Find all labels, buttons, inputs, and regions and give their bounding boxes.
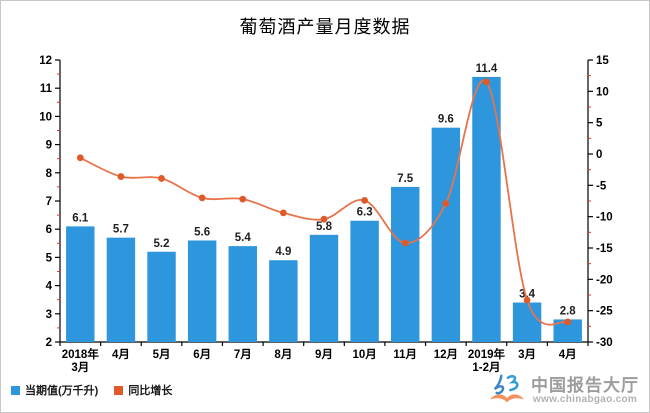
bar — [228, 246, 257, 342]
line-series-marker — [76, 154, 84, 162]
line-series-marker — [442, 200, 450, 207]
right-axis-tick-label: -25 — [596, 306, 613, 318]
brand-logo-text: 中国报告大厅 www.chinabgao.com — [531, 375, 639, 405]
right-axis-tick-label: -10 — [596, 212, 613, 224]
x-axis-category-label: 2018年 — [62, 347, 100, 361]
x-axis-category-label: 10月 — [352, 348, 376, 361]
right-axis-tick-label: -30 — [596, 337, 613, 349]
x-axis-category-label: 11月 — [393, 348, 417, 361]
x-axis-category-label: 8月 — [274, 348, 292, 361]
left-axis-tick-label: 8 — [46, 168, 53, 180]
bar-value-label: 2.8 — [560, 305, 577, 317]
bar — [147, 251, 176, 342]
x-axis-category-label: 3月 — [71, 361, 89, 374]
legend: 当期值(万千升) 同比增长 — [11, 382, 172, 398]
bar — [553, 319, 582, 342]
brand-logo-icon — [490, 374, 524, 403]
bar — [106, 237, 136, 342]
left-axis-tick-label: 2 — [46, 337, 52, 349]
bar-value-label: 5.7 — [113, 224, 129, 236]
left-axis-tick-label: 4 — [46, 281, 53, 293]
bar-value-label: 11.4 — [476, 63, 498, 75]
x-axis-category-label: 6月 — [193, 348, 211, 361]
bar — [350, 220, 379, 342]
brand-logo: 中国报告大厅 www.chinabgao.com — [488, 374, 639, 408]
line-series-marker — [401, 239, 409, 247]
bar — [391, 186, 420, 342]
line-series-marker — [279, 209, 287, 217]
right-axis-tick-label: 5 — [596, 118, 603, 130]
bar — [472, 76, 501, 343]
bar-value-label: 3.4 — [519, 289, 536, 301]
line-series-marker — [117, 173, 125, 180]
line-series-marker — [198, 194, 206, 202]
x-axis-category-label: 4月 — [559, 348, 577, 361]
left-axis-tick-label: 3 — [46, 309, 52, 321]
x-axis-category-label: 7月 — [234, 348, 252, 361]
line-series-marker — [320, 215, 328, 223]
left-axis-tick-label: 9 — [46, 140, 52, 152]
line-series-marker — [239, 195, 247, 203]
x-axis-category-label: 2019年 — [468, 347, 506, 361]
legend-label-line-series: 同比增长 — [128, 385, 173, 397]
x-axis-category-label: 1-2月 — [472, 361, 500, 374]
right-axis-tick-label: 15 — [596, 55, 609, 67]
bar-value-label: 5.6 — [194, 226, 210, 238]
x-axis-category-label: 5月 — [153, 348, 171, 361]
left-axis-tick-label: 11 — [40, 83, 53, 95]
line-series-swatch-icon — [114, 385, 124, 395]
bar-value-label: 9.6 — [438, 114, 454, 126]
brand-url: www.chinabgao.com — [532, 393, 638, 405]
line-series-marker — [158, 175, 165, 182]
bar-series-swatch-icon — [11, 385, 20, 395]
bar-value-label: 6.1 — [72, 212, 89, 224]
bar — [187, 240, 217, 342]
left-axis-tick-label: 6 — [46, 224, 52, 236]
right-axis-tick-label: -20 — [596, 274, 613, 286]
right-axis-tick-label: -5 — [596, 180, 607, 192]
line-series-marker — [483, 78, 490, 86]
right-axis-tick-label: 10 — [596, 86, 609, 98]
x-axis-category-label: 4月 — [112, 348, 130, 361]
bar-value-label: 6.3 — [357, 207, 373, 219]
line-series-marker — [361, 196, 369, 204]
bar — [269, 260, 298, 342]
bar-value-label: 4.9 — [275, 246, 291, 258]
chart-plot: 2 3 4 5 6 7 8 9 10 11 12 -30 -25 -20 -15 -10 -5 0 5 10 15 201… — [39, 55, 613, 374]
line-series-path — [79, 79, 569, 326]
bar-value-label: 5.2 — [154, 238, 170, 250]
bar — [512, 302, 542, 342]
line-series-marker — [564, 318, 572, 326]
brand-name: 中国报告大厅 — [531, 375, 639, 395]
x-axis-category-label: 3月 — [518, 348, 536, 361]
bar-value-label: 7.5 — [397, 173, 414, 185]
chart-title: 葡萄酒产量月度数据 — [239, 17, 411, 37]
legend-label-bar-series: 当期值(万千升) — [25, 385, 99, 397]
left-axis-tick-label: 7 — [46, 196, 52, 208]
left-axis-tick-label: 10 — [39, 111, 52, 123]
left-axis-tick-label: 5 — [46, 252, 53, 264]
x-axis-category-label: 9月 — [315, 348, 333, 361]
bar — [66, 226, 95, 342]
legend-item-bar-series: 当期值(万千升) — [11, 382, 98, 398]
x-axis-category-label: 12月 — [434, 348, 458, 361]
bar-value-label: 5.4 — [235, 232, 252, 244]
right-axis-tick-label: 0 — [596, 149, 602, 161]
legend-item-line-series: 同比增长 — [114, 382, 172, 398]
bar — [309, 234, 339, 342]
bar — [431, 127, 461, 343]
line-series-marker — [523, 296, 531, 304]
left-axis-tick-label: 12 — [39, 55, 52, 67]
right-axis-tick-label: -15 — [596, 243, 613, 255]
bar-value-label: 5.8 — [316, 221, 333, 233]
